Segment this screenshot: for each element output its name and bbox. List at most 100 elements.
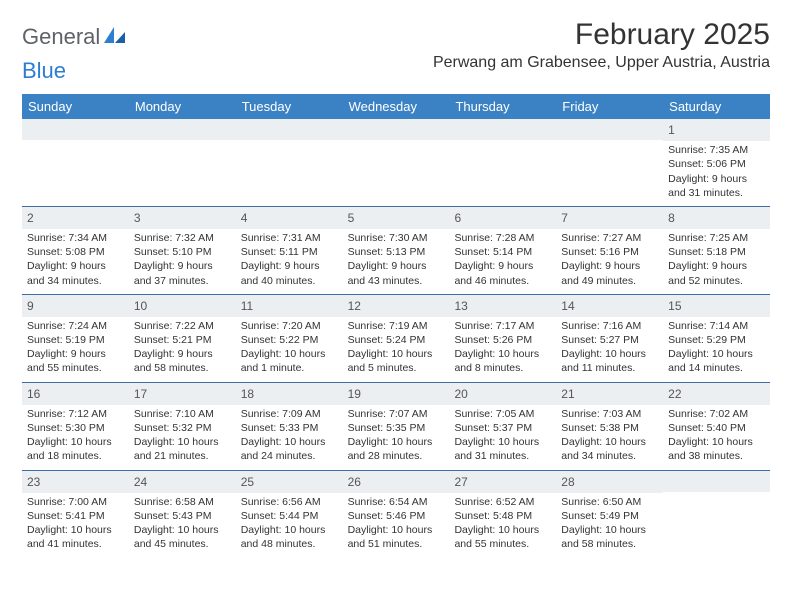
daylight-text: and 45 minutes. [134, 537, 231, 551]
sunrise-text: Sunrise: 7:10 AM [134, 407, 231, 421]
calendar-day [343, 119, 450, 206]
calendar-day: 24Sunrise: 6:58 AMSunset: 5:43 PMDayligh… [129, 471, 236, 558]
day-number: 3 [129, 207, 236, 229]
daylight-text: Daylight: 10 hours [241, 523, 338, 537]
sunset-text: Sunset: 5:08 PM [27, 245, 124, 259]
sunset-text: Sunset: 5:19 PM [27, 333, 124, 347]
daylight-text: Daylight: 10 hours [561, 523, 658, 537]
daylight-text: and 46 minutes. [454, 274, 551, 288]
day-number: 18 [236, 383, 343, 405]
daylight-text: and 34 minutes. [561, 449, 658, 463]
daylight-text: and 11 minutes. [561, 361, 658, 375]
day-number [663, 471, 770, 492]
daylight-text: and 38 minutes. [668, 449, 765, 463]
day-details: Sunrise: 7:35 AMSunset: 5:06 PMDaylight:… [663, 141, 770, 206]
daylight-text: Daylight: 10 hours [134, 435, 231, 449]
daylight-text: Daylight: 9 hours [668, 259, 765, 273]
sunset-text: Sunset: 5:27 PM [561, 333, 658, 347]
sunrise-text: Sunrise: 7:28 AM [454, 231, 551, 245]
daylight-text: and 55 minutes. [27, 361, 124, 375]
calendar-day: 15Sunrise: 7:14 AMSunset: 5:29 PMDayligh… [663, 295, 770, 382]
daylight-text: and 55 minutes. [454, 537, 551, 551]
calendar-day: 16Sunrise: 7:12 AMSunset: 5:30 PMDayligh… [22, 383, 129, 470]
sunrise-text: Sunrise: 7:17 AM [454, 319, 551, 333]
calendar-day: 12Sunrise: 7:19 AMSunset: 5:24 PMDayligh… [343, 295, 450, 382]
calendar-day: 21Sunrise: 7:03 AMSunset: 5:38 PMDayligh… [556, 383, 663, 470]
sunset-text: Sunset: 5:43 PM [134, 509, 231, 523]
sunrise-text: Sunrise: 7:19 AM [348, 319, 445, 333]
day-details: Sunrise: 7:02 AMSunset: 5:40 PMDaylight:… [663, 405, 770, 470]
sunrise-text: Sunrise: 7:05 AM [454, 407, 551, 421]
day-number: 2 [22, 207, 129, 229]
daylight-text: Daylight: 10 hours [241, 347, 338, 361]
daylight-text: Daylight: 10 hours [348, 435, 445, 449]
day-number: 10 [129, 295, 236, 317]
day-number: 21 [556, 383, 663, 405]
sunrise-text: Sunrise: 6:58 AM [134, 495, 231, 509]
dow-cell: Sunday [22, 94, 129, 119]
calendar-day: 19Sunrise: 7:07 AMSunset: 5:35 PMDayligh… [343, 383, 450, 470]
sunset-text: Sunset: 5:48 PM [454, 509, 551, 523]
daylight-text: Daylight: 10 hours [27, 523, 124, 537]
dow-cell: Friday [556, 94, 663, 119]
sunset-text: Sunset: 5:13 PM [348, 245, 445, 259]
calendar-day: 4Sunrise: 7:31 AMSunset: 5:11 PMDaylight… [236, 207, 343, 294]
sunrise-text: Sunrise: 6:50 AM [561, 495, 658, 509]
logo-text-blue: Blue [22, 58, 66, 84]
sunrise-text: Sunrise: 7:35 AM [668, 143, 765, 157]
day-number: 13 [449, 295, 556, 317]
calendar-day [236, 119, 343, 206]
daylight-text: and 58 minutes. [134, 361, 231, 375]
day-number: 7 [556, 207, 663, 229]
day-number: 20 [449, 383, 556, 405]
calendar-day: 5Sunrise: 7:30 AMSunset: 5:13 PMDaylight… [343, 207, 450, 294]
day-number: 12 [343, 295, 450, 317]
sunrise-text: Sunrise: 6:54 AM [348, 495, 445, 509]
day-number [556, 119, 663, 140]
daylight-text: Daylight: 10 hours [561, 347, 658, 361]
sunrise-text: Sunrise: 7:14 AM [668, 319, 765, 333]
day-number: 28 [556, 471, 663, 493]
calendar-day: 25Sunrise: 6:56 AMSunset: 5:44 PMDayligh… [236, 471, 343, 558]
calendar-week: 2Sunrise: 7:34 AMSunset: 5:08 PMDaylight… [22, 206, 770, 294]
daylight-text: and 49 minutes. [561, 274, 658, 288]
sunset-text: Sunset: 5:21 PM [134, 333, 231, 347]
sunrise-text: Sunrise: 7:02 AM [668, 407, 765, 421]
month-title: February 2025 [433, 18, 770, 52]
calendar-day: 8Sunrise: 7:25 AMSunset: 5:18 PMDaylight… [663, 207, 770, 294]
day-details: Sunrise: 6:52 AMSunset: 5:48 PMDaylight:… [449, 493, 556, 558]
calendar-day [556, 119, 663, 206]
calendar-day: 2Sunrise: 7:34 AMSunset: 5:08 PMDaylight… [22, 207, 129, 294]
day-number: 1 [663, 119, 770, 141]
day-number: 16 [22, 383, 129, 405]
day-number: 22 [663, 383, 770, 405]
day-details: Sunrise: 7:34 AMSunset: 5:08 PMDaylight:… [22, 229, 129, 294]
daylight-text: and 41 minutes. [27, 537, 124, 551]
daylight-text: and 58 minutes. [561, 537, 658, 551]
calendar-day: 13Sunrise: 7:17 AMSunset: 5:26 PMDayligh… [449, 295, 556, 382]
day-number: 19 [343, 383, 450, 405]
calendar-day [449, 119, 556, 206]
daylight-text: and 18 minutes. [27, 449, 124, 463]
sunset-text: Sunset: 5:32 PM [134, 421, 231, 435]
calendar-day [129, 119, 236, 206]
day-details: Sunrise: 6:50 AMSunset: 5:49 PMDaylight:… [556, 493, 663, 558]
calendar-day: 27Sunrise: 6:52 AMSunset: 5:48 PMDayligh… [449, 471, 556, 558]
day-number [449, 119, 556, 140]
sunset-text: Sunset: 5:14 PM [454, 245, 551, 259]
sunrise-text: Sunrise: 7:22 AM [134, 319, 231, 333]
daylight-text: and 51 minutes. [348, 537, 445, 551]
day-details: Sunrise: 7:17 AMSunset: 5:26 PMDaylight:… [449, 317, 556, 382]
day-details: Sunrise: 6:56 AMSunset: 5:44 PMDaylight:… [236, 493, 343, 558]
calendar-day: 22Sunrise: 7:02 AMSunset: 5:40 PMDayligh… [663, 383, 770, 470]
daylight-text: Daylight: 10 hours [454, 435, 551, 449]
sunset-text: Sunset: 5:26 PM [454, 333, 551, 347]
daylight-text: and 40 minutes. [241, 274, 338, 288]
daylight-text: Daylight: 10 hours [668, 435, 765, 449]
day-number: 23 [22, 471, 129, 493]
daylight-text: Daylight: 10 hours [561, 435, 658, 449]
day-details: Sunrise: 7:07 AMSunset: 5:35 PMDaylight:… [343, 405, 450, 470]
day-details: Sunrise: 6:58 AMSunset: 5:43 PMDaylight:… [129, 493, 236, 558]
logo-sail-icon [102, 25, 128, 50]
daylight-text: Daylight: 9 hours [348, 259, 445, 273]
